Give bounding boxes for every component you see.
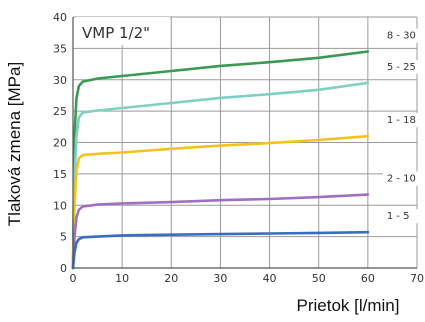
series-line-4 [71, 230, 370, 270]
series-label-bg-4 [382, 209, 419, 224]
series-labels: 8 - 30 5 - 25 1 - 18 2 - 10 1 - 5 [382, 28, 419, 224]
y-tick-label-2: 10 [53, 199, 67, 212]
series-line-2 [71, 134, 370, 270]
y-tick-label-3: 15 [53, 168, 67, 181]
y-axis-title: Tlaková zmena [MPa] [5, 62, 24, 226]
x-tick-label-3: 30 [213, 272, 227, 285]
y-tick-label-0: 0 [60, 262, 67, 275]
x-tick-label-2: 20 [164, 272, 178, 285]
series-label-3: 2 - 10 [387, 174, 416, 185]
chart-title-box [76, 17, 170, 45]
series-label-1: 5 - 25 [387, 62, 416, 73]
axes [72, 17, 417, 269]
y-tick-label-6: 30 [53, 74, 67, 87]
y-tick-label-7: 35 [53, 42, 67, 55]
x-tick-label-5: 50 [312, 272, 326, 285]
series-label-2: 1 - 18 [387, 115, 416, 126]
x-tick-label-7: 70 [410, 272, 424, 285]
chart-title: VMP 1/2" [82, 24, 150, 42]
y-tick-label-5: 25 [53, 105, 67, 118]
series-label-bg-2 [382, 113, 419, 128]
y-tick-label-1: 5 [60, 231, 67, 244]
y-tick-label-8: 40 [53, 11, 67, 24]
x-tick-label-4: 40 [263, 272, 277, 285]
x-tick-label-6: 60 [361, 272, 375, 285]
series-line-1 [71, 81, 370, 270]
series-label-4: 1 - 5 [387, 211, 410, 222]
x-axis-title: Prietok [l/min] [297, 296, 400, 315]
series-label-bg-1 [382, 59, 419, 74]
grid [73, 16, 418, 268]
y-tick-label-4: 20 [53, 137, 67, 150]
series-label-bg-0 [382, 28, 419, 43]
series-line-0 [71, 50, 370, 270]
series-label-bg-3 [382, 171, 419, 186]
tick-labels: 0 10 20 30 40 50 60 70 0 5 10 15 20 25 30 35 40 [53, 11, 424, 285]
series-line-3 [71, 193, 370, 270]
series-label-0: 8 - 30 [387, 31, 416, 42]
x-tick-label-1: 10 [115, 272, 129, 285]
series-layer [71, 50, 370, 270]
x-tick-label-0: 0 [70, 272, 77, 285]
